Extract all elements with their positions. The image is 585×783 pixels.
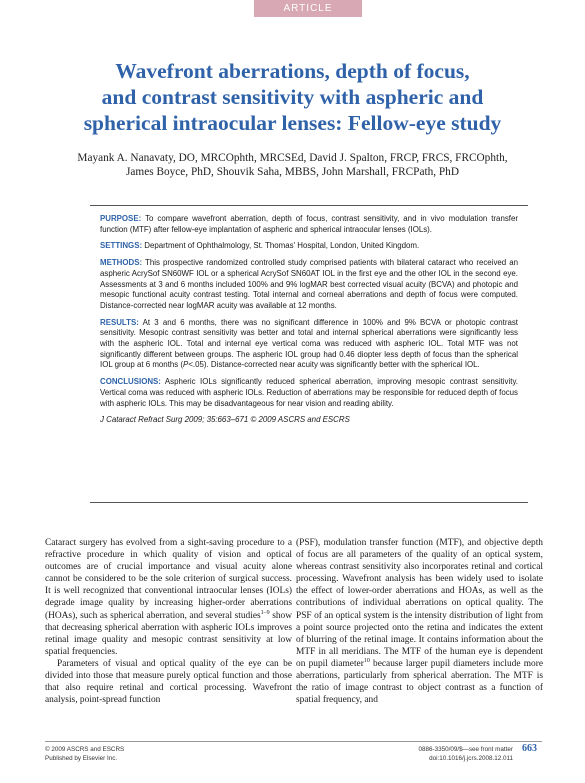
methods-label: METHODS: — [100, 258, 143, 268]
body-text: because larger pupil diameters include m… — [296, 658, 543, 706]
reference-link[interactable]: 1–9 — [260, 609, 270, 616]
copyright-notice: © 2009 ASCRS and ESCRS — [45, 746, 125, 753]
body-column-right: (PSF), modulation transfer function (MTF… — [296, 537, 543, 706]
results-label: RESULTS: — [100, 317, 139, 327]
article-type-tag: ARTICLE — [254, 0, 362, 17]
body-paragraph: Cataract surgery has evolved from a sigh… — [45, 537, 292, 658]
reference-link[interactable]: 10 — [363, 657, 370, 664]
publisher-notice: Published by Elsevier Inc. — [45, 755, 118, 762]
title-line: spherical intraocular lenses: Fellow-eye… — [83, 111, 502, 135]
purpose-text: To compare wavefront aberration, depth o… — [100, 214, 518, 234]
author-list: Mayank A. Nanavaty, DO, MRCOphth, MRCSEd… — [30, 151, 555, 179]
body-paragraph: Parameters of visual and optical quality… — [45, 658, 292, 706]
title-line: Wavefront aberrations, depth of focus, — [115, 59, 470, 83]
settings-label: SETTINGS: — [100, 241, 143, 251]
doi-link[interactable]: doi:10.1016/j.jcrs.2008.12.011 — [429, 755, 513, 762]
abstract-purpose: PURPOSE: To compare wavefront aberration… — [100, 214, 518, 235]
author-line: James Boyce, PhD, Shouvik Saha, MBBS, Jo… — [126, 166, 459, 178]
issn-notice: 0886-3350/09/$—see front matter — [418, 746, 513, 753]
conclusions-label: CONCLUSIONS: — [100, 377, 161, 387]
purpose-label: PURPOSE: — [100, 214, 142, 223]
p-value-symbol: P — [183, 360, 189, 370]
article-title: Wavefront aberrations, depth of focus, a… — [40, 58, 545, 136]
body-text: show that decreasing spherical aberratio… — [45, 610, 292, 657]
footer-left: © 2009 ASCRS and ESCRS Published by Else… — [45, 745, 124, 763]
journal-citation: J Cataract Refract Surg 2009; 35:663–671… — [100, 415, 350, 425]
title-line: and contrast sensitivity with aspheric a… — [101, 85, 484, 109]
conclusions-text: Aspheric IOLs significantly reduced sphe… — [100, 377, 518, 408]
body-text: Cataract surgery has evolved from a sigh… — [45, 538, 292, 621]
abstract-methods: METHODS: This prospective randomized con… — [100, 258, 518, 312]
page-number: 663 — [522, 743, 537, 754]
footer-right: 0886-3350/09/$—see front matter doi:10.1… — [418, 745, 513, 763]
abstract-conclusions: CONCLUSIONS: Aspheric IOLs significantly… — [100, 377, 518, 409]
body-text: (PSF), modulation transfer function (MTF… — [296, 538, 543, 669]
results-text-end: <.05). Distance-corrected near acuity wa… — [188, 360, 480, 370]
body-paragraph: (PSF), modulation transfer function (MTF… — [296, 537, 543, 706]
body-column-left: Cataract surgery has evolved from a sigh… — [45, 537, 292, 706]
results-text: At 3 and 6 months, there was no signific… — [100, 317, 518, 370]
settings-text: Department of Ophthalmology, St. Thomas'… — [142, 241, 420, 251]
abstract-settings: SETTINGS: Department of Ophthalmology, S… — [100, 241, 518, 252]
footer-divider — [45, 741, 542, 742]
methods-text: This prospective randomized controlled s… — [100, 258, 518, 310]
author-line: Mayank A. Nanavaty, DO, MRCOphth, MRCSEd… — [77, 152, 508, 164]
abstract-results: RESULTS: At 3 and 6 months, there was no… — [100, 318, 518, 372]
abstract-box: PURPOSE: To compare wavefront aberration… — [90, 205, 528, 503]
